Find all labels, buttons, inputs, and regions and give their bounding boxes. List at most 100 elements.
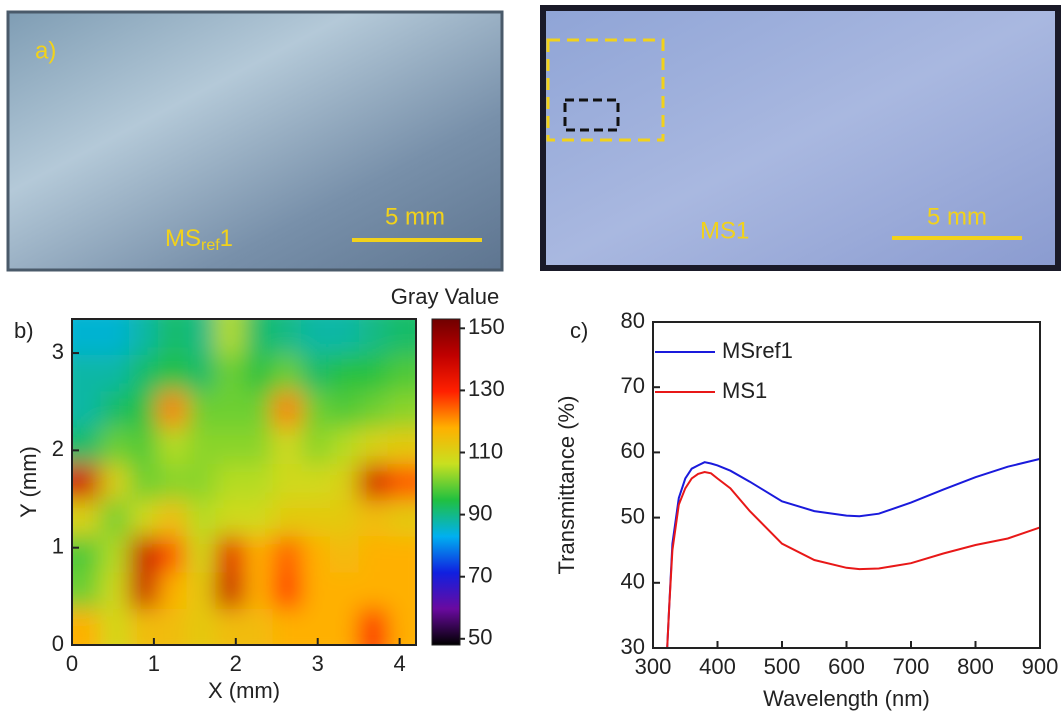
heatmap-cell: [129, 299, 158, 356]
heatmap-cell: [244, 299, 273, 356]
colorbar-tick-label: 70: [468, 563, 492, 588]
heatmap-cell: [359, 299, 388, 356]
heatmap-cell: [273, 428, 302, 465]
y-tick-label: 1: [52, 533, 64, 558]
series-line: [667, 472, 1040, 648]
heatmap-cell: [187, 500, 216, 537]
scale-bar-label: 5 mm: [385, 203, 445, 230]
heatmap-cell: [187, 536, 216, 573]
label-main: MS: [165, 225, 201, 252]
heatmap-cell: [158, 299, 187, 356]
heatmap-clip: [52, 299, 437, 666]
panel-label: b): [14, 318, 34, 343]
heatmap-cell: [273, 391, 302, 428]
heatmap-cell: [52, 500, 101, 537]
panel-label: a): [35, 37, 56, 64]
photo-msref1: [8, 12, 502, 270]
heatmap-cell: [215, 299, 244, 356]
heatmap-cell: [52, 573, 101, 610]
heatmap-cell: [215, 500, 244, 537]
colorbar: [432, 319, 460, 645]
heatmap-cell: [359, 391, 388, 428]
heatmap-cell: [187, 428, 216, 465]
heatmap-cell: [187, 391, 216, 428]
heatmap-cell: [359, 500, 388, 537]
heatmap-cell: [330, 573, 359, 610]
heatmap-cell: [359, 573, 388, 610]
heatmap-cell: [101, 355, 130, 392]
plot-frame: [653, 322, 1040, 648]
heatmap-cell: [158, 464, 187, 501]
heatmap-cell: [52, 464, 101, 501]
heatmap-cell: [273, 299, 302, 356]
heatmap-cell: [187, 573, 216, 610]
heatmap-cell: [359, 428, 388, 465]
heatmap-cell: [301, 573, 330, 610]
heatmap-cell: [129, 573, 158, 610]
x-tick-label: 600: [828, 654, 865, 679]
heatmap-cell: [158, 355, 187, 392]
heatmap-cell: [129, 428, 158, 465]
heatmap-cell: [244, 428, 273, 465]
heatmap-cell: [215, 464, 244, 501]
y-tick-label: 2: [52, 436, 64, 461]
heatmap-cell: [387, 500, 436, 537]
heatmap-cell: [215, 428, 244, 465]
x-axis-label: Wavelength (nm): [763, 686, 930, 711]
colorbar-tick-label: 150: [468, 314, 505, 339]
heatmap-cell: [359, 355, 388, 392]
heatmap-cell: [387, 428, 436, 465]
y-tick-label: 30: [621, 634, 645, 659]
heatmap-cell: [330, 355, 359, 392]
colorbar-label: Gray Value: [391, 284, 499, 309]
heatmap-cell: [129, 536, 158, 573]
heatmap-cell: [101, 299, 130, 356]
heatmap-cell: [101, 428, 130, 465]
y-tick-label: 3: [52, 339, 64, 364]
heatmap-cell: [101, 536, 130, 573]
heatmap-cell: [387, 573, 436, 610]
heatmap-cell: [158, 500, 187, 537]
colorbar-tick-label: 110: [468, 438, 503, 463]
heatmap-cell: [273, 536, 302, 573]
x-tick-label: 4: [393, 651, 405, 676]
heatmap-cell: [330, 500, 359, 537]
heatmap-cell: [187, 464, 216, 501]
heatmap-cell: [101, 464, 130, 501]
label-suffix: 1: [220, 225, 233, 252]
legend-label: MSref1: [722, 338, 793, 363]
heatmap-cell: [273, 573, 302, 610]
heatmap-cell: [158, 428, 187, 465]
x-tick-label: 900: [1022, 654, 1059, 679]
y-tick-label: 70: [621, 373, 645, 398]
heatmap-cell: [387, 355, 436, 392]
heatmap-cell: [215, 536, 244, 573]
heatmap-cell: [387, 391, 436, 428]
heatmap-cell: [215, 391, 244, 428]
heatmap-cell: [244, 609, 273, 666]
panel-label: c): [570, 318, 588, 343]
y-tick-label: 50: [621, 503, 645, 528]
colorbar-tick-label: 50: [468, 625, 492, 650]
heatmap-cell: [187, 355, 216, 392]
x-tick-label: 700: [893, 654, 930, 679]
heatmap-cell: [129, 500, 158, 537]
sample-label: MSref1: [165, 225, 233, 254]
x-tick-label: 2: [230, 651, 242, 676]
heatmap-cell: [129, 355, 158, 392]
heatmap-cell: [101, 573, 130, 610]
heatmap-cell: [244, 464, 273, 501]
y-tick-label: 60: [621, 438, 645, 463]
heatmap-cell: [330, 299, 359, 356]
label-sub: ref: [201, 237, 220, 254]
x-tick-label: 1: [148, 651, 160, 676]
heatmap-cell: [330, 609, 359, 666]
legend-label: MS1: [722, 378, 767, 403]
heatmap-cell: [244, 573, 273, 610]
heatmap-cell: [273, 464, 302, 501]
x-tick-label: 0: [66, 651, 78, 676]
sample-label: MS1: [700, 217, 749, 244]
heatmap-cell: [330, 428, 359, 465]
heatmap-cell: [244, 500, 273, 537]
heatmap-cell: [330, 536, 359, 573]
